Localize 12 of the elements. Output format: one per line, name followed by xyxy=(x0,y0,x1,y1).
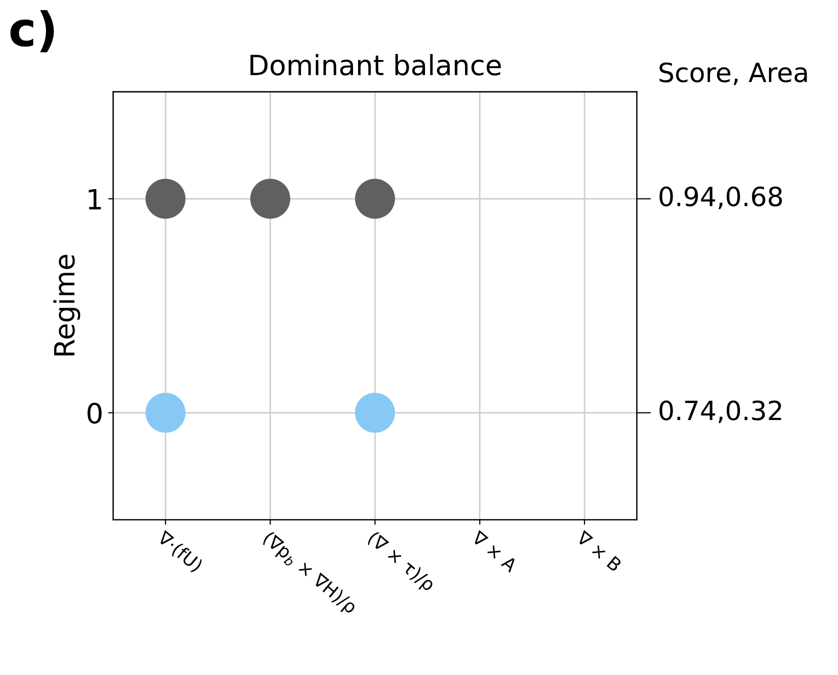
y-tick-label: 1 xyxy=(88,189,101,210)
x-tick-label: ∇ × A xyxy=(470,530,518,573)
x-tick-label: (∇p$_{b}$ × ∇H)/ρ xyxy=(260,530,358,617)
text: 0.74,0.32 xyxy=(660,400,782,424)
y-tick-label: 0 xyxy=(88,402,102,424)
text: c) xyxy=(10,10,54,52)
y2-axis-title: Score, Area xyxy=(660,62,807,86)
chart-title: Dominant balance xyxy=(250,54,501,76)
x-tick-label: (∇ × τ)/ρ xyxy=(364,530,436,594)
y-axis-title: Regime xyxy=(53,254,80,356)
x-tick-label: ∇ × B xyxy=(576,530,622,572)
text: 0.94,0.68 xyxy=(660,186,782,210)
